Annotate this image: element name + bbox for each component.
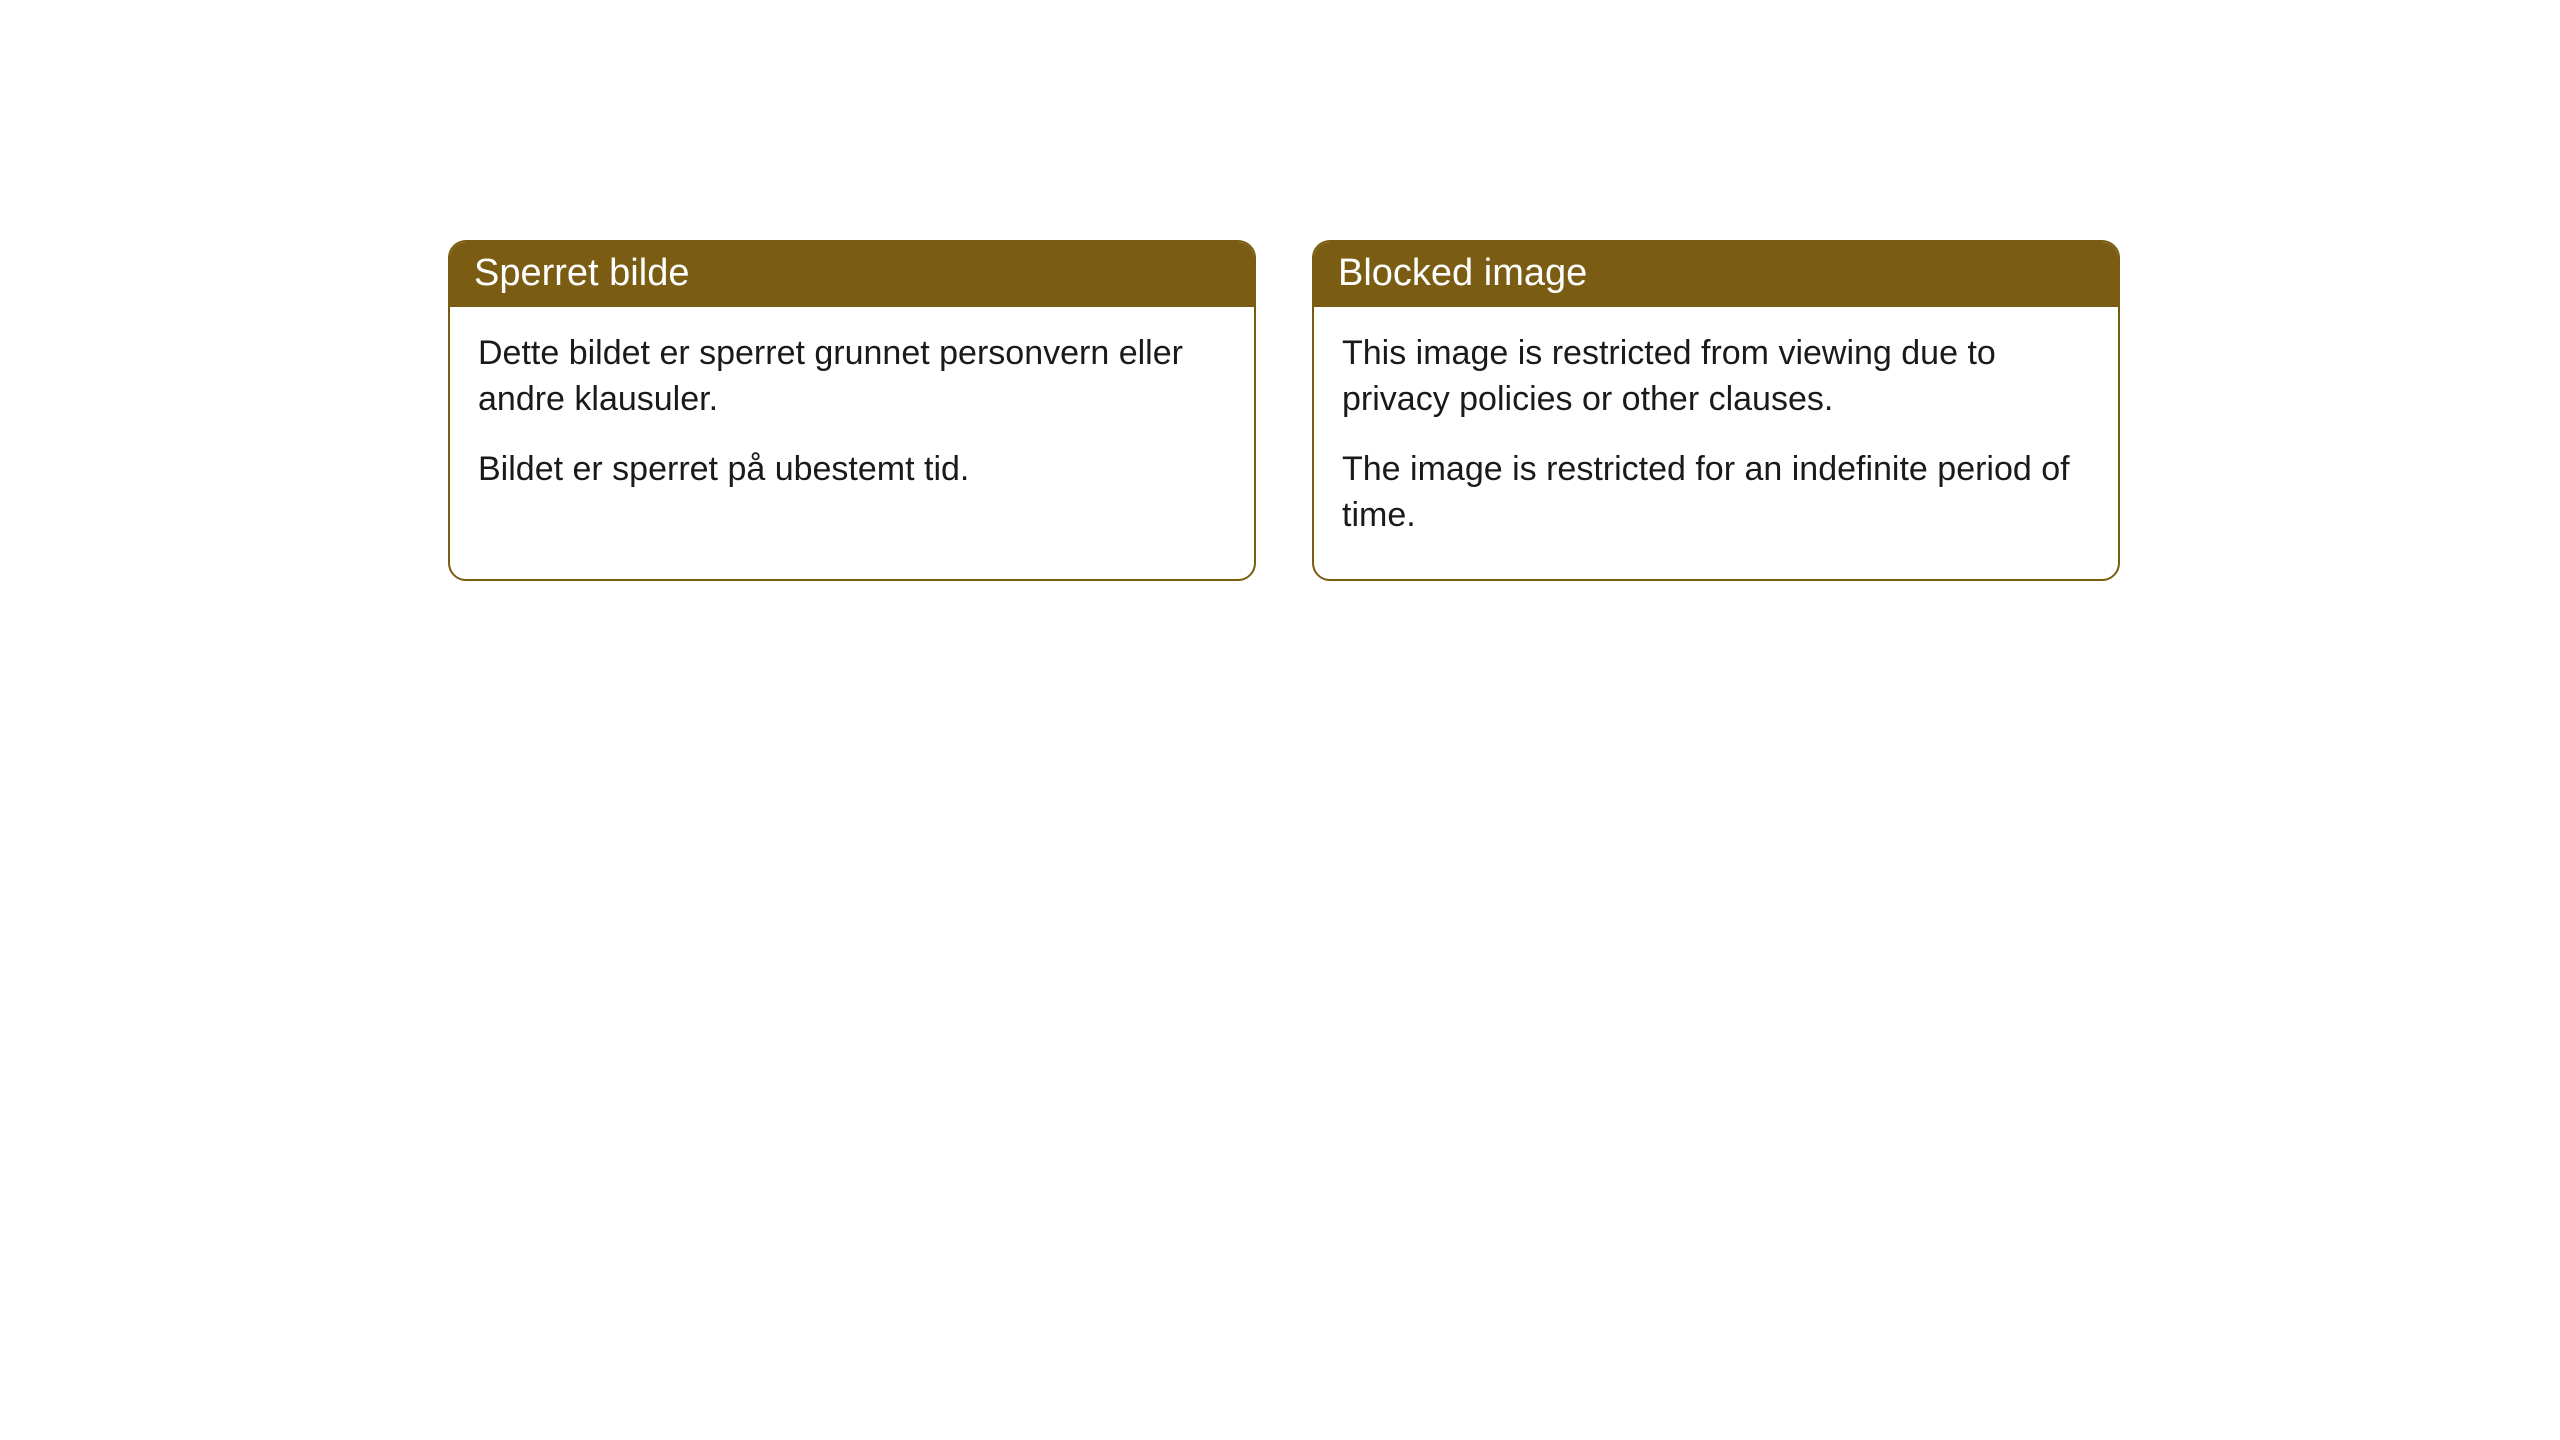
- card-body: This image is restricted from viewing du…: [1314, 307, 2118, 579]
- notice-card-norwegian: Sperret bilde Dette bildet er sperret gr…: [448, 240, 1256, 581]
- card-title: Sperret bilde: [474, 252, 689, 294]
- card-header: Blocked image: [1314, 242, 2118, 307]
- card-paragraph: Dette bildet er sperret grunnet personve…: [478, 331, 1226, 423]
- card-header: Sperret bilde: [450, 242, 1254, 307]
- card-paragraph: This image is restricted from viewing du…: [1342, 331, 2090, 423]
- card-paragraph: The image is restricted for an indefinit…: [1342, 447, 2090, 539]
- notice-card-english: Blocked image This image is restricted f…: [1312, 240, 2120, 581]
- card-body: Dette bildet er sperret grunnet personve…: [450, 307, 1254, 533]
- card-title: Blocked image: [1338, 252, 1587, 294]
- notice-container: Sperret bilde Dette bildet er sperret gr…: [0, 0, 2560, 581]
- card-paragraph: Bildet er sperret på ubestemt tid.: [478, 447, 1226, 493]
